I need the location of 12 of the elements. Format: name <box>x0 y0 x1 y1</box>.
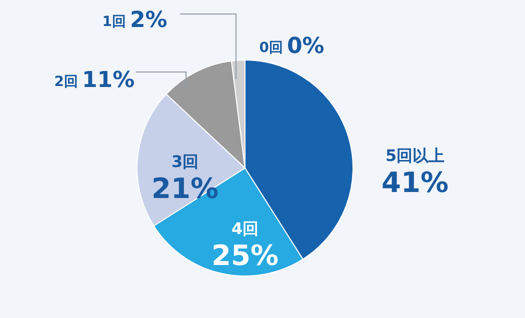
data-label: 2% <box>130 8 168 33</box>
slice-label: 2回 <box>54 74 78 90</box>
text: 0% <box>287 34 324 59</box>
data-label: 21% <box>151 172 219 205</box>
data-label: 41% <box>381 166 449 199</box>
data-label: 11% <box>82 68 135 93</box>
category-label: 0回 <box>259 40 283 56</box>
slice-label: 1回 <box>102 14 126 30</box>
slice-label: 3回 <box>171 152 199 171</box>
data-label: 25% <box>211 239 279 272</box>
slice-label: 5回以上 <box>385 146 445 165</box>
slice-label: 4回 <box>231 219 259 238</box>
